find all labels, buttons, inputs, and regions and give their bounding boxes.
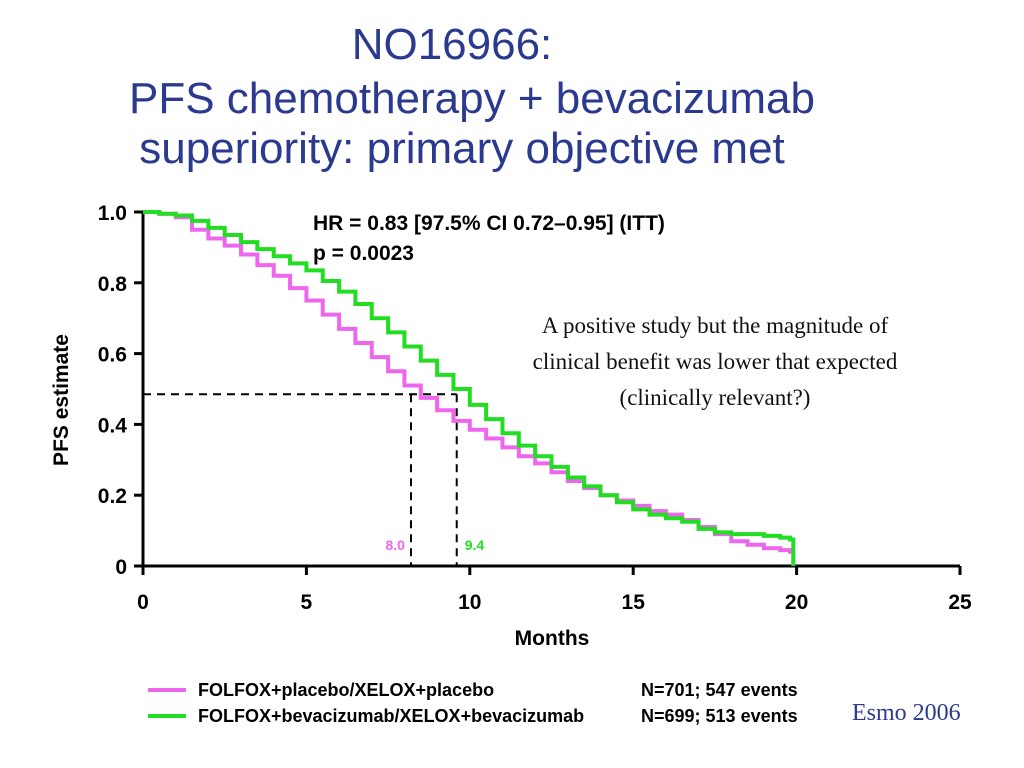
x-tick-label: 0: [137, 591, 149, 614]
y-tick-label: 0.2: [98, 485, 127, 508]
title-line-2: PFS chemotherapy + bevacizumab: [128, 74, 816, 123]
y-tick-label: 0.4: [98, 414, 128, 437]
p-value-stat: p = 0.0023: [313, 242, 414, 265]
title-line-3: superiority: primary objective met: [139, 124, 785, 173]
annotation-note: A positive study but the magnitude of cl…: [470, 308, 960, 416]
legend-count-bevacizumab: N=699; 513 events: [641, 706, 798, 726]
median-label-placebo: 8.0: [386, 537, 406, 553]
annotation-line-2: clinical benefit was lower that expected: [532, 349, 898, 374]
legend-count-placebo: N=701; 547 events: [641, 680, 798, 700]
y-tick-label: 0.6: [98, 344, 127, 367]
source-label: Esmo 2006: [852, 700, 961, 726]
median-label-bevacizumab: 9.4: [465, 537, 485, 553]
y-axis-label: PFS estimate: [50, 334, 73, 466]
x-axis-label: Months: [515, 627, 590, 650]
legend-label-placebo: FOLFOX+placebo/XELOX+placebo: [198, 680, 494, 700]
curve-bevacizumab: [143, 210, 796, 566]
x-tick-label: 15: [622, 591, 646, 614]
legend-label-bevacizumab: FOLFOX+bevacizumab/XELOX+bevacizumab: [198, 706, 584, 726]
annotation-line-1: A positive study but the magnitude of: [541, 313, 889, 338]
x-tick-label: 25: [948, 591, 972, 614]
x-tick-label: 20: [785, 591, 808, 614]
hr-stat: HR = 0.83 [97.5% CI 0.72–0.95] (ITT): [313, 212, 665, 235]
chart-axes: 0 5 10 15 20 25 0 0.2 0.4 0.6 0.8 1.0: [98, 202, 972, 614]
x-tick-label: 10: [458, 591, 481, 614]
median-guides: 8.0 9.4: [143, 393, 485, 566]
y-tick-label: 0: [115, 556, 127, 579]
y-tick-label: 1.0: [98, 202, 127, 225]
legend: FOLFOX+placebo/XELOX+placebo N=701; 547 e…: [148, 680, 798, 726]
x-tick-label: 5: [301, 591, 313, 614]
title-line-1: NO16966:: [351, 20, 553, 69]
y-tick-label: 0.8: [98, 273, 128, 296]
annotation-line-3: (clinically relevant?): [619, 385, 811, 410]
survival-curves: [143, 210, 796, 566]
